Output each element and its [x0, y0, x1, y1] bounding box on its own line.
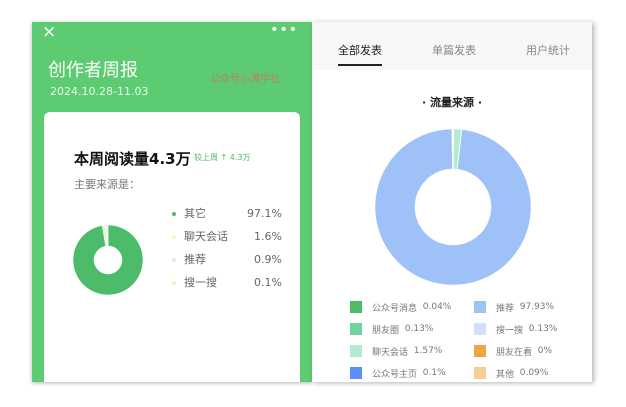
- weekly-report-panel: × ••• 创作者周报 2024.10.28-11.03 公众号小满学社 本周阅…: [32, 22, 312, 382]
- source-donut-chart: [72, 224, 144, 296]
- legend-value: 1.57%: [413, 346, 443, 356]
- legend-value: 0.13%: [528, 324, 558, 334]
- legend-label: 聊天会话: [372, 347, 409, 358]
- legend-item: 公众号主页 0.1%: [350, 366, 474, 380]
- tab-single-posts[interactable]: 单篇发表: [432, 44, 476, 57]
- stats-panel: 全部发表 单篇发表 用户统计 · 流量来源 · 公众号消息 0.04% 推荐 97…: [312, 22, 592, 382]
- legend-item: 推荐 0.9%: [172, 252, 282, 268]
- tab-user-stats[interactable]: 用户统计: [526, 44, 570, 57]
- legend-value: 97.93%: [519, 302, 555, 312]
- tab-bar: 全部发表 单篇发表 用户统计: [312, 22, 592, 70]
- close-icon[interactable]: ×: [42, 22, 57, 42]
- legend-swatch: [350, 323, 362, 335]
- weekly-reads: 本周阅读量4.3万: [74, 150, 191, 168]
- legend-item: 聊天会话 1.57%: [350, 344, 474, 358]
- legend-item: 聊天会话 1.6%: [172, 229, 282, 245]
- legend-value: 0.13%: [404, 324, 434, 334]
- legend-value: 0%: [537, 346, 553, 356]
- legend-swatch: [474, 367, 486, 379]
- watermark: 公众号小满学社: [210, 74, 280, 85]
- active-tab-indicator: [338, 64, 382, 66]
- legend-item: 公众号消息 0.04%: [350, 300, 474, 314]
- legend-label: 搜一搜: [184, 276, 217, 289]
- date-range: 2024.10.28-11.03: [50, 85, 149, 98]
- legend-dot: [172, 235, 176, 239]
- traffic-legend: 公众号消息 0.04% 推荐 97.93% 朋友圈 0.13% 搜一搜 0.13% 聊天…: [350, 300, 590, 380]
- page-title: 创作者周报: [48, 60, 138, 81]
- slice-推荐: [374, 128, 532, 286]
- legend-label: 朋友圈: [372, 325, 400, 336]
- legend-item: 朋友圈 0.13%: [350, 322, 474, 336]
- legend-label: 推荐: [496, 303, 515, 314]
- legend-label: 公众号主页: [372, 369, 418, 380]
- week-comparison: 较上周 ↑ 4.3万: [194, 153, 251, 162]
- legend-label: 公众号消息: [372, 303, 418, 314]
- legend-value: 0.1%: [422, 368, 446, 378]
- legend-dot: [172, 281, 176, 285]
- traffic-donut-chart: [374, 128, 532, 286]
- legend-value: 0.9%: [254, 253, 282, 266]
- legend-value: 0.1%: [254, 276, 282, 289]
- legend-dot: [172, 258, 176, 262]
- legend-swatch: [474, 323, 486, 335]
- legend-swatch: [474, 345, 486, 357]
- legend-value: 0.09%: [519, 368, 549, 378]
- more-icon[interactable]: •••: [270, 22, 298, 38]
- legend-item: 搜一搜 0.13%: [474, 322, 590, 336]
- tab-all-posts[interactable]: 全部发表: [338, 44, 382, 57]
- legend-swatch: [474, 301, 486, 313]
- legend-label: 其它: [184, 207, 206, 220]
- legend-value: 97.1%: [247, 207, 282, 220]
- legend-label: 朋友在看: [496, 347, 533, 358]
- slice-其它: [72, 224, 144, 296]
- sources-label: 主要来源是：: [74, 178, 140, 191]
- summary-card: 本周阅读量4.3万 较上周 ↑ 4.3万 主要来源是： 其它 97.1% 聊天会话 1…: [44, 112, 300, 382]
- legend-label: 推荐: [184, 253, 206, 266]
- chart-title: · 流量来源 ·: [421, 96, 483, 109]
- legend-item: 搜一搜 0.1%: [172, 275, 282, 291]
- legend-item: 其它 97.1%: [172, 206, 282, 222]
- legend-item: 其他 0.09%: [474, 366, 590, 380]
- legend-label: 聊天会话: [184, 230, 228, 243]
- legend-label: 搜一搜: [496, 325, 524, 336]
- legend-swatch: [350, 345, 362, 357]
- legend-swatch: [350, 301, 362, 313]
- legend-item: 推荐 97.93%: [474, 300, 590, 314]
- legend-item: 朋友在看 0%: [474, 344, 590, 358]
- legend-label: 其他: [496, 369, 515, 380]
- legend-swatch: [350, 367, 362, 379]
- legend-value: 0.04%: [422, 302, 452, 312]
- legend-dot: [172, 212, 176, 216]
- source-legend: 其它 97.1% 聊天会话 1.6% 推荐 0.9% 搜一搜 0.1%: [172, 206, 282, 298]
- legend-value: 1.6%: [254, 230, 282, 243]
